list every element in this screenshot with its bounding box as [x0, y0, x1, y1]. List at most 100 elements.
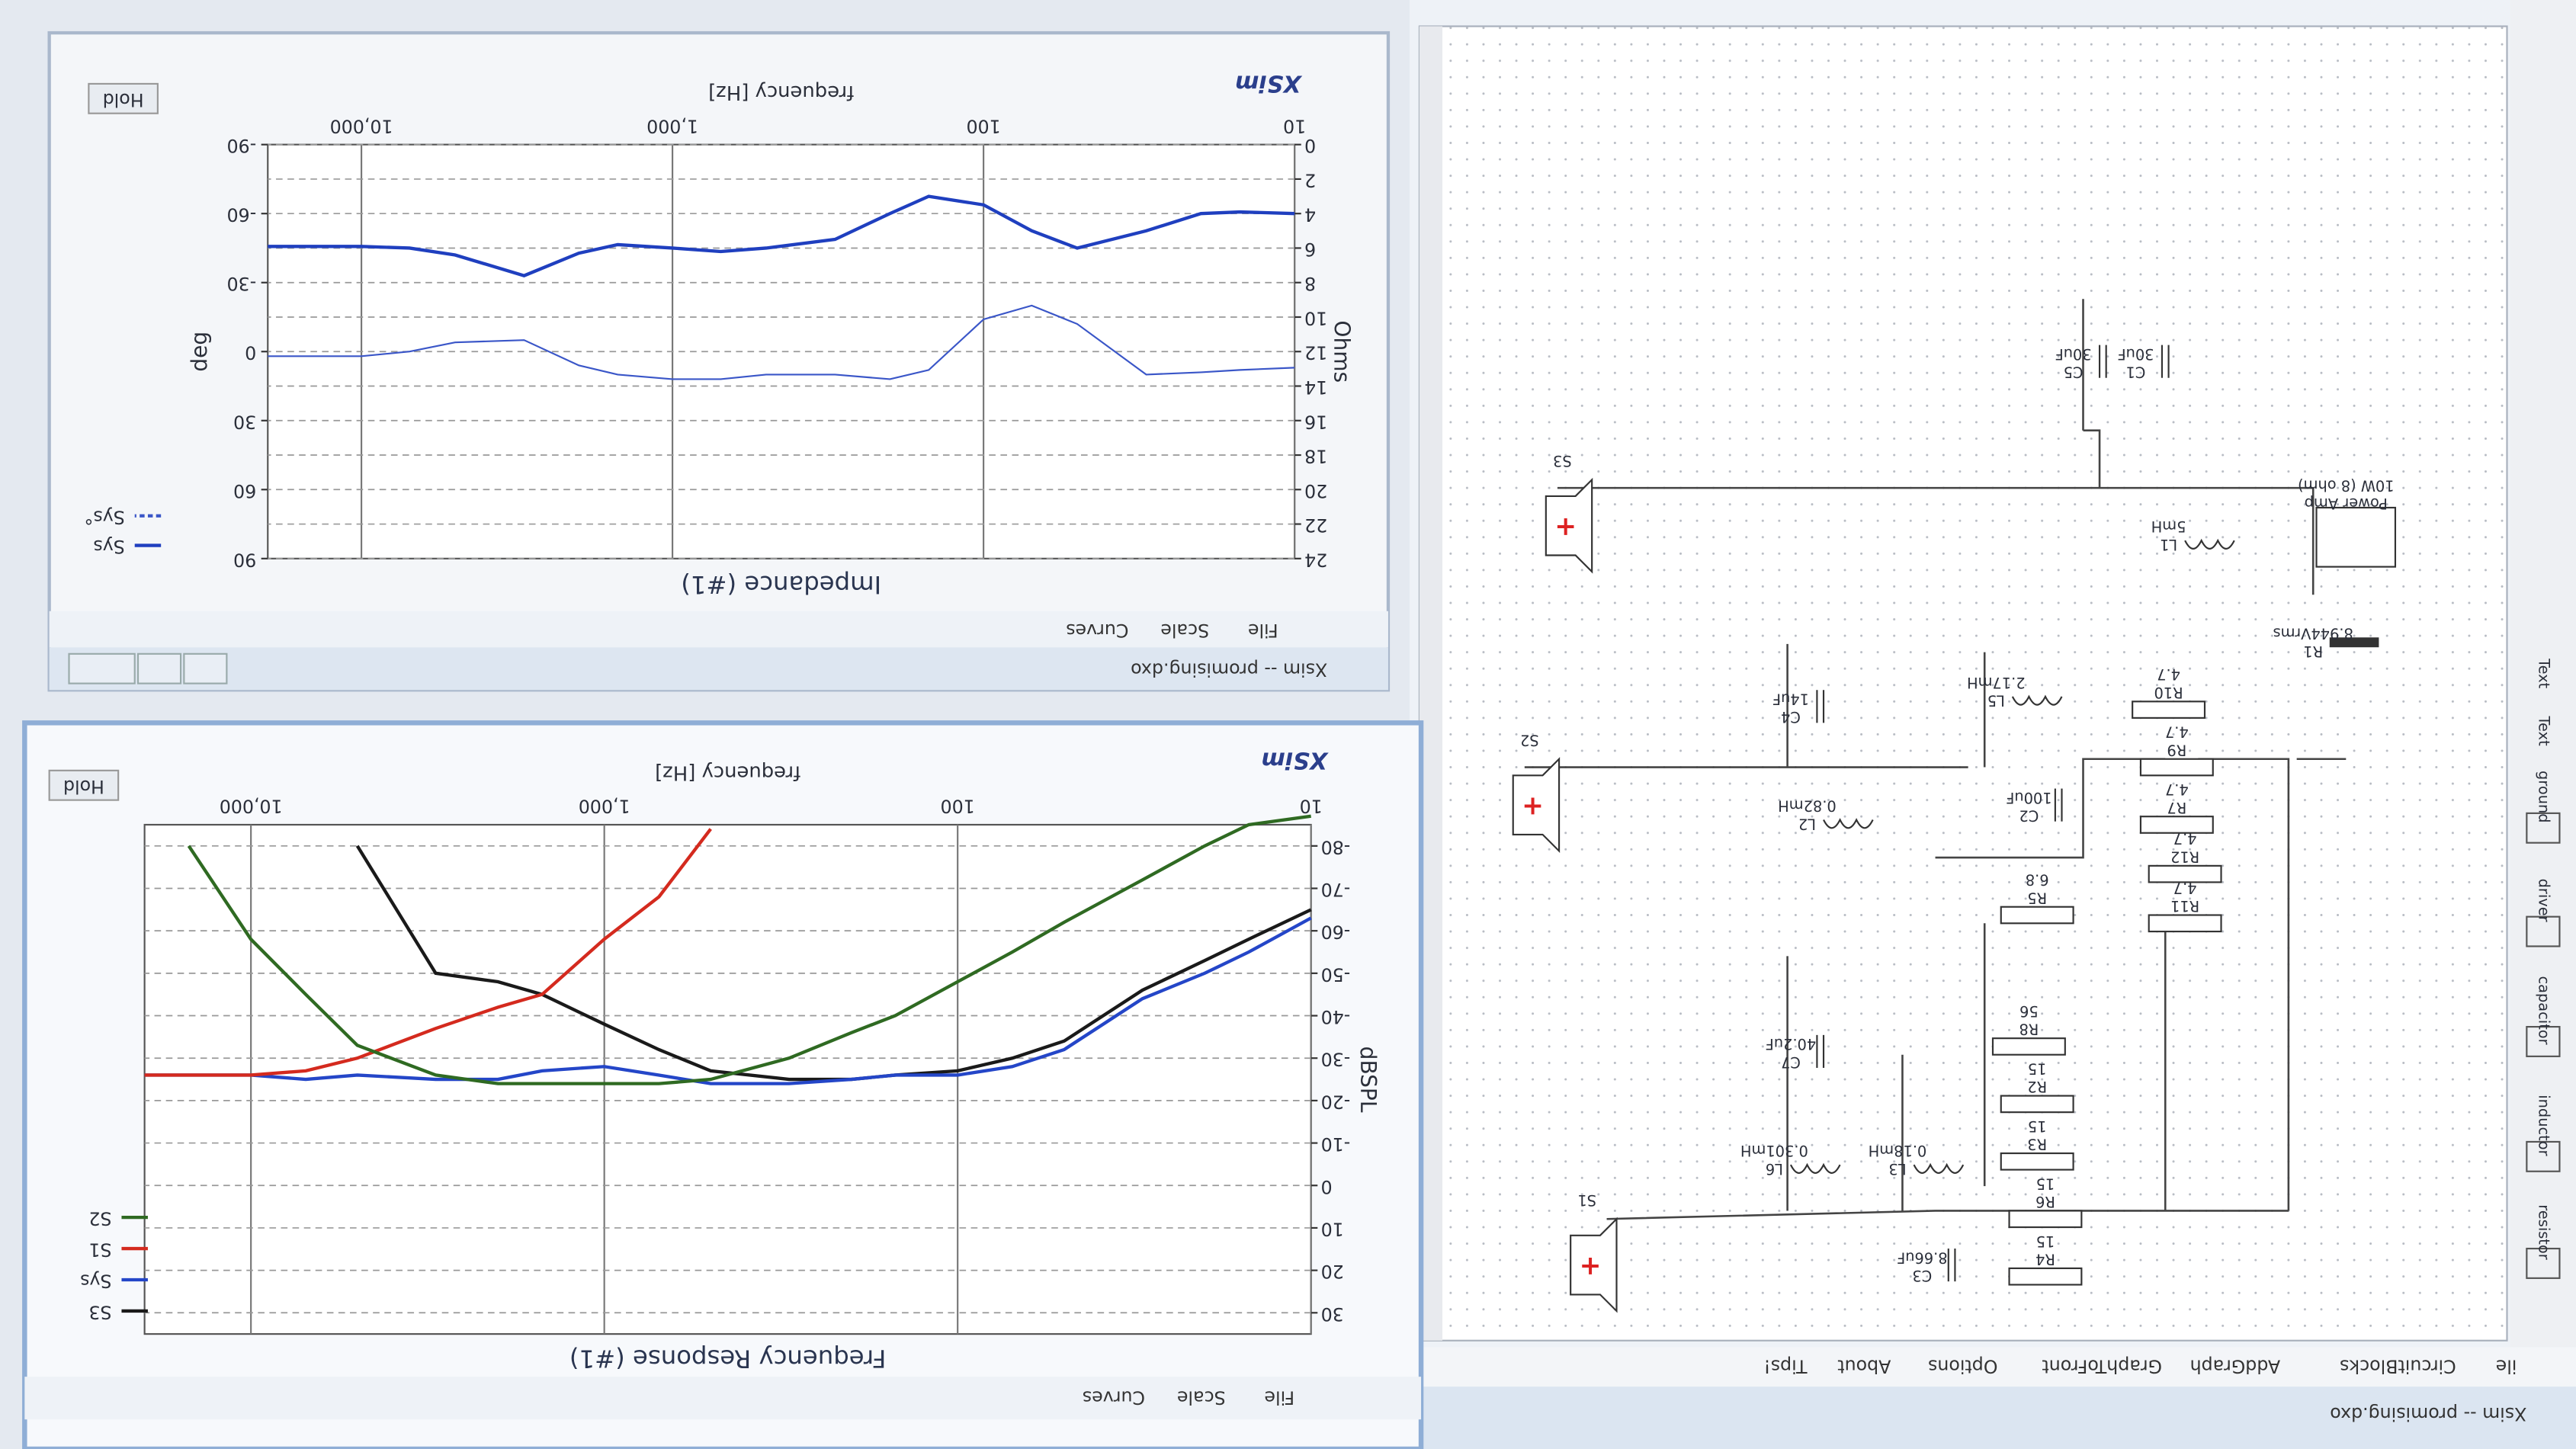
component-name: C1: [2126, 364, 2146, 381]
component-value: 4.7: [2173, 879, 2197, 896]
y-tick-label: 12: [1304, 342, 1327, 364]
x-tick-label: 100: [967, 115, 1001, 136]
resistor-symbol: [2000, 906, 2074, 925]
brand: XSim: [1261, 746, 1329, 773]
component-value: 10W (8 ohm): [2298, 476, 2395, 494]
component-value: 2.17mH: [1967, 674, 2026, 691]
hold-label[interactable]: Hold: [63, 776, 104, 797]
hold-button[interactable]: [48, 769, 120, 801]
component-name: Power Amp: [2305, 495, 2388, 512]
tool-icon[interactable]: [2526, 1140, 2561, 1172]
menu-item[interactable]: GraphToFront: [2042, 1356, 2162, 1377]
graph-menu-item[interactable]: Curves: [1083, 1387, 1145, 1409]
hold-label[interactable]: Hold: [103, 89, 144, 111]
legend-label[interactable]: S1: [88, 1239, 111, 1261]
y2-tick-label: 0: [245, 342, 256, 364]
tool-label[interactable]: ground: [2535, 771, 2552, 823]
brand: XSim: [1235, 69, 1303, 96]
component-name: R12: [2170, 848, 2199, 865]
legend-label[interactable]: Sys°: [85, 506, 125, 527]
component-name: L2: [1798, 815, 1816, 832]
component-value: 30uF: [2117, 345, 2154, 363]
driver-name: S1: [1577, 1191, 1596, 1209]
tool-label[interactable]: driver: [2535, 879, 2552, 922]
y-tick-label: -50: [1321, 963, 1351, 985]
y-tick-label: -70: [1321, 879, 1351, 900]
y-axis-label: dBSPL: [1355, 1047, 1381, 1113]
x-tick-label: 10: [1300, 796, 1323, 817]
x-axis-label: frequency [Hz]: [655, 761, 800, 784]
tool-label[interactable]: resistor: [2535, 1204, 2552, 1259]
resistor-symbol: [2000, 1095, 2074, 1114]
tool-label[interactable]: inductor: [2535, 1095, 2552, 1156]
component-value: 4.7: [2173, 830, 2197, 848]
tool-icon[interactable]: [2526, 1026, 2561, 1057]
y-tick-label: 24: [1304, 549, 1327, 570]
y-tick-label: 20: [1321, 1261, 1344, 1282]
component-name: R10: [2154, 684, 2183, 701]
driver-symbol: [1545, 477, 1593, 574]
inductor-symbol: [2011, 694, 2063, 706]
menu-item[interactable]: AddGraph: [2190, 1356, 2281, 1377]
component-value: 0.82mH: [1778, 797, 1837, 815]
graph-menu-item[interactable]: Curves: [1066, 620, 1128, 641]
legend-label[interactable]: S3: [88, 1301, 111, 1322]
y-tick-label: -40: [1321, 1006, 1351, 1027]
graph-title-bar: [49, 647, 1388, 691]
menu-item[interactable]: Options: [1928, 1356, 1997, 1377]
component-name: R3: [2027, 1136, 2047, 1153]
graph-menu-item[interactable]: File: [1248, 620, 1278, 641]
resistor-symbol: [2139, 758, 2214, 777]
driver-name: S3: [1553, 452, 1572, 470]
series-line: [268, 194, 1295, 277]
inductor-symbol: [2184, 538, 2235, 550]
component-value: 15: [2036, 1175, 2055, 1192]
graph-menu-item[interactable]: Scale: [1160, 620, 1209, 641]
maximize-button[interactable]: [136, 652, 182, 684]
legend-label[interactable]: S2: [88, 1208, 111, 1229]
driver-symbol: [1512, 757, 1561, 854]
x-tick-label: 10,000: [330, 115, 393, 136]
tool-label[interactable]: Text: [2535, 658, 2552, 689]
y-axis-label: Ohms: [1329, 320, 1354, 383]
component-name: L5: [1987, 692, 2005, 710]
tool-icon[interactable]: [2526, 915, 2561, 947]
component-name: L3: [1888, 1160, 1906, 1178]
component-name: C7: [1781, 1053, 1801, 1071]
menu-item[interactable]: About: [1837, 1356, 1891, 1377]
close-button[interactable]: [68, 652, 136, 684]
y2-tick-label: 90: [233, 549, 256, 570]
tool-label[interactable]: Text: [2535, 716, 2552, 747]
y-tick-label: 4: [1304, 204, 1316, 226]
tool-icon[interactable]: [2526, 812, 2561, 844]
y-tick-label: 8: [1304, 273, 1316, 294]
x-tick-label: 10: [1283, 115, 1306, 136]
component-name: R6: [2035, 1193, 2055, 1210]
y-tick-label: 18: [1304, 446, 1327, 467]
graph-menu-item[interactable]: File: [1264, 1387, 1294, 1409]
tool-icon[interactable]: [2526, 1247, 2561, 1279]
y-tick-label: -20: [1321, 1091, 1351, 1112]
graph-menu-item[interactable]: Scale: [1177, 1387, 1226, 1409]
inductor-symbol: [1789, 1162, 1841, 1174]
resistor-symbol: [2148, 864, 2222, 883]
graph-menu-bar: [24, 1377, 1422, 1420]
menu-item[interactable]: CircuitBlocks: [2340, 1356, 2456, 1377]
source-symbol: [2329, 637, 2379, 648]
tool-label[interactable]: capacitor: [2535, 976, 2552, 1044]
legend-label[interactable]: Sys: [93, 536, 124, 557]
component-value: 8.944Vrms: [2273, 624, 2353, 642]
legend-label[interactable]: Sys: [80, 1271, 111, 1292]
menu-item[interactable]: ile: [2496, 1356, 2517, 1377]
inductor-symbol: [1913, 1162, 1965, 1174]
amp-symbol: [2315, 506, 2397, 568]
y-tick-label: -80: [1321, 836, 1351, 858]
minimize-button[interactable]: [183, 652, 228, 684]
menu-item[interactable]: Tips!: [1763, 1356, 1808, 1377]
x-tick-label: 100: [941, 796, 975, 817]
component-name: C3: [1912, 1267, 1932, 1284]
hold-button[interactable]: [88, 82, 159, 114]
component-value: 56: [2019, 1002, 2039, 1020]
